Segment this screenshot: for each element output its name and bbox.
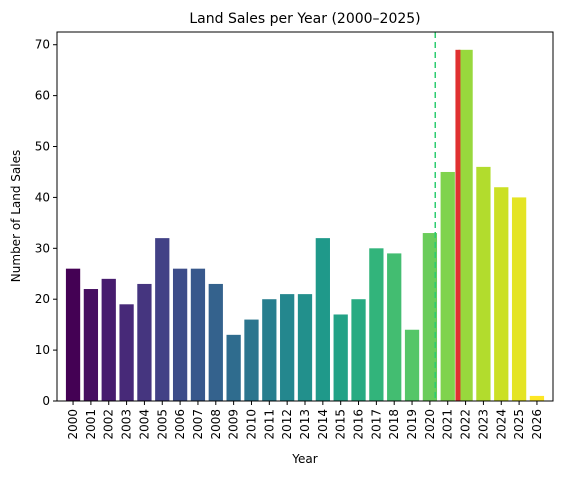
- x-tick-label: 2005: [155, 409, 169, 440]
- bar-2004: [137, 283, 152, 401]
- x-tick-label: 2001: [84, 409, 98, 440]
- bar-2011: [262, 299, 277, 401]
- y-tick-label: 0: [42, 394, 50, 408]
- bar-2001: [83, 289, 99, 401]
- bar-2019: [404, 329, 420, 401]
- chart-title: Land Sales per Year (2000–2025): [189, 11, 420, 27]
- bar-2006: [172, 268, 188, 401]
- x-tick-label: 2011: [262, 409, 276, 440]
- bar-2016: [351, 299, 366, 401]
- bar-2018: [387, 253, 402, 401]
- bar-2026: [529, 395, 545, 401]
- x-tick-label: 2004: [137, 409, 151, 440]
- x-tick-label: 2026: [530, 409, 544, 440]
- x-tick-label: 2000: [66, 409, 80, 440]
- x-tick-label: 2002: [102, 409, 116, 440]
- x-tick-label: 2025: [512, 409, 526, 440]
- x-tick-label: 2010: [244, 409, 258, 440]
- bar-2009: [226, 334, 241, 401]
- x-tick-label: 2014: [316, 409, 330, 440]
- x-tick-label: 2009: [227, 409, 241, 440]
- bar-2008: [208, 283, 223, 401]
- x-tick-label: 2015: [334, 409, 348, 440]
- bar-2010: [244, 319, 259, 401]
- bar-2022: [458, 49, 473, 402]
- x-tick-label: 2024: [494, 409, 508, 440]
- x-tick-label: 2017: [369, 409, 383, 440]
- x-tick-label: 2003: [120, 409, 134, 440]
- x-tick-label: 2021: [441, 409, 455, 440]
- y-axis-label: Number of Land Sales: [9, 150, 23, 282]
- tick-layer: 0 10 20 30 40 50 60 70 2000 2001 2002 2003 2004 2005 2…: [35, 38, 544, 440]
- bar-2013: [297, 294, 313, 401]
- bar-2000: [65, 268, 81, 401]
- plot-frame: [56, 31, 554, 402]
- x-tick-label: 2020: [423, 409, 437, 440]
- x-tick-label: 2023: [476, 409, 490, 440]
- bar-2003: [119, 304, 134, 401]
- y-tick-label: 20: [35, 292, 50, 306]
- x-tick-label: 2022: [459, 409, 473, 440]
- bar-2002: [101, 278, 116, 401]
- bar-2020: [422, 233, 438, 401]
- y-tick-label: 10: [35, 343, 50, 357]
- y-tick-label: 30: [35, 241, 50, 255]
- bar-2021: [440, 171, 455, 401]
- bar-2015: [333, 314, 348, 401]
- bar-2017: [369, 248, 384, 401]
- y-tick-label: 60: [35, 89, 50, 103]
- bars-layer: [65, 49, 545, 402]
- bar-2023: [476, 166, 491, 401]
- x-tick-label: 2012: [280, 409, 294, 440]
- bar-2024: [494, 187, 509, 401]
- x-tick-label: 2006: [173, 409, 187, 440]
- overlay-layer: [434, 32, 461, 402]
- bar-2007: [190, 268, 206, 401]
- x-tick-label: 2018: [387, 409, 401, 440]
- bar-2012: [280, 294, 295, 401]
- y-tick-label: 40: [35, 190, 50, 204]
- y-tick-label: 50: [35, 140, 50, 154]
- bar-2005: [155, 238, 170, 401]
- bar-2025: [511, 197, 527, 401]
- x-tick-label: 2013: [298, 409, 312, 440]
- x-tick-label: 2019: [405, 409, 419, 440]
- x-axis-label: Year: [291, 452, 317, 466]
- x-tick-label: 2007: [191, 409, 205, 440]
- x-tick-label: 2016: [352, 409, 366, 440]
- bar-2014: [315, 238, 330, 401]
- x-tick-label: 2008: [209, 409, 223, 440]
- highlight-marker: [455, 49, 461, 402]
- y-tick-label: 70: [35, 38, 50, 52]
